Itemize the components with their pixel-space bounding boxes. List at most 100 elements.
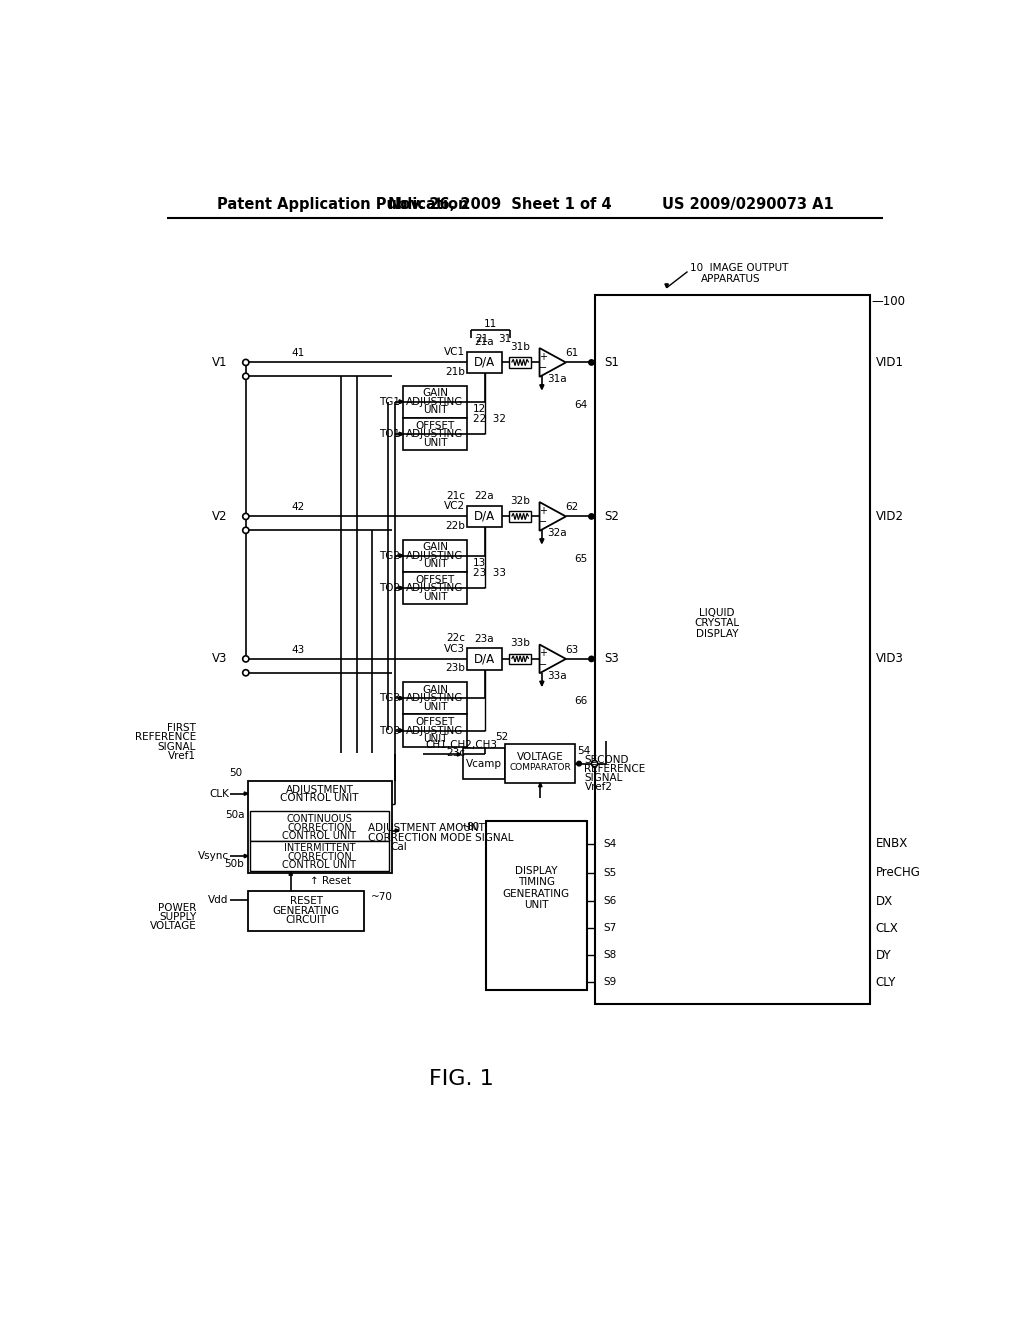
Text: 31b: 31b bbox=[510, 342, 530, 352]
Text: SIGNAL: SIGNAL bbox=[158, 742, 197, 751]
Text: FIG. 1: FIG. 1 bbox=[429, 1069, 494, 1089]
Polygon shape bbox=[399, 729, 403, 733]
Text: 80: 80 bbox=[467, 822, 480, 832]
Text: CORRECTION: CORRECTION bbox=[287, 822, 352, 833]
Bar bbox=[403, 385, 467, 418]
Text: REFERENCE: REFERENCE bbox=[135, 733, 197, 742]
Text: GAIN: GAIN bbox=[422, 388, 447, 399]
Text: UNIT: UNIT bbox=[423, 437, 447, 447]
Polygon shape bbox=[245, 792, 248, 796]
Circle shape bbox=[243, 669, 249, 676]
Text: D/A: D/A bbox=[474, 652, 495, 665]
Text: D/A: D/A bbox=[474, 510, 495, 523]
Text: TIMING: TIMING bbox=[518, 878, 555, 887]
Bar bbox=[248, 891, 365, 931]
Circle shape bbox=[243, 656, 249, 663]
Text: FIRST: FIRST bbox=[167, 723, 197, 733]
Text: TG1: TG1 bbox=[379, 397, 400, 407]
Text: 50a: 50a bbox=[224, 810, 245, 820]
Text: VC2: VC2 bbox=[444, 502, 465, 511]
Text: OFFSET: OFFSET bbox=[416, 717, 455, 727]
Text: ADJUSTING: ADJUSTING bbox=[407, 429, 464, 440]
Text: CORRECTION: CORRECTION bbox=[287, 851, 352, 862]
Text: ADJUSTMENT: ADJUSTMENT bbox=[286, 785, 353, 795]
Text: S8: S8 bbox=[604, 950, 617, 961]
Text: SUPPLY: SUPPLY bbox=[159, 912, 197, 921]
Text: SIGNAL: SIGNAL bbox=[585, 774, 623, 783]
Text: DISPLAY: DISPLAY bbox=[515, 866, 558, 875]
Text: ENBX: ENBX bbox=[876, 837, 908, 850]
Text: V2: V2 bbox=[212, 510, 227, 523]
Text: S1: S1 bbox=[604, 356, 618, 370]
Text: 32b: 32b bbox=[510, 496, 530, 506]
Text: VID3: VID3 bbox=[876, 652, 904, 665]
Circle shape bbox=[589, 656, 594, 661]
Text: UNIT: UNIT bbox=[423, 405, 447, 416]
Bar bbox=[403, 572, 467, 605]
Text: RESET: RESET bbox=[290, 896, 323, 907]
Text: CONTINUOUS: CONTINUOUS bbox=[287, 814, 352, 824]
Polygon shape bbox=[245, 854, 248, 858]
Text: 32a: 32a bbox=[547, 528, 566, 539]
Text: COMPARATOR: COMPARATOR bbox=[509, 763, 571, 772]
Text: 33a: 33a bbox=[547, 671, 566, 681]
Text: 13: 13 bbox=[473, 557, 486, 568]
Circle shape bbox=[589, 513, 594, 519]
Text: Nov. 26, 2009  Sheet 1 of 4: Nov. 26, 2009 Sheet 1 of 4 bbox=[388, 197, 611, 213]
Text: UNIT: UNIT bbox=[423, 702, 447, 711]
Text: S2: S2 bbox=[604, 510, 618, 523]
Text: 22c: 22c bbox=[446, 634, 465, 643]
Text: CONTROL UNIT: CONTROL UNIT bbox=[283, 832, 356, 841]
Text: 54: 54 bbox=[578, 746, 591, 755]
Text: 52: 52 bbox=[495, 731, 508, 742]
Circle shape bbox=[243, 359, 249, 366]
Text: 10  IMAGE OUTPUT: 10 IMAGE OUTPUT bbox=[690, 263, 788, 273]
Bar bbox=[403, 418, 467, 450]
Circle shape bbox=[243, 527, 249, 533]
Polygon shape bbox=[289, 871, 293, 875]
Text: CONTROL UNIT: CONTROL UNIT bbox=[283, 861, 356, 870]
Text: APPARATUS: APPARATUS bbox=[700, 273, 761, 284]
Text: S6: S6 bbox=[604, 896, 617, 907]
Text: +: + bbox=[540, 648, 548, 659]
Text: Cal: Cal bbox=[390, 842, 407, 851]
Text: 42: 42 bbox=[292, 502, 305, 512]
Text: VOLTAGE: VOLTAGE bbox=[517, 752, 563, 763]
Text: TG3: TG3 bbox=[379, 693, 400, 704]
Text: Vsync: Vsync bbox=[198, 851, 228, 861]
Circle shape bbox=[577, 762, 582, 766]
Text: CONTROL UNIT: CONTROL UNIT bbox=[281, 793, 358, 804]
Text: TG2: TG2 bbox=[379, 550, 400, 561]
Text: POWER: POWER bbox=[158, 903, 197, 912]
Text: GENERATING: GENERATING bbox=[272, 906, 340, 916]
Text: CLY: CLY bbox=[876, 975, 896, 989]
Text: CH1,CH2,CH3: CH1,CH2,CH3 bbox=[425, 741, 498, 750]
Text: 11: 11 bbox=[484, 319, 498, 329]
Bar bbox=[595, 296, 869, 1003]
Text: 50: 50 bbox=[228, 768, 242, 777]
Text: REFERENCE: REFERENCE bbox=[585, 764, 646, 774]
Text: GAIN: GAIN bbox=[422, 543, 447, 552]
Circle shape bbox=[243, 374, 249, 379]
Polygon shape bbox=[399, 697, 403, 700]
Bar bbox=[509, 358, 531, 368]
Text: ADJUSTMENT AMOUNT: ADJUSTMENT AMOUNT bbox=[369, 824, 485, 833]
Polygon shape bbox=[399, 586, 403, 590]
Text: TO2: TO2 bbox=[379, 583, 400, 593]
Text: 31a: 31a bbox=[547, 375, 566, 384]
Text: ADJUSTING: ADJUSTING bbox=[407, 726, 464, 735]
Text: ADJUSTING: ADJUSTING bbox=[407, 397, 464, 407]
Text: Vref1: Vref1 bbox=[168, 751, 197, 760]
Text: DX: DX bbox=[876, 895, 893, 908]
Bar bbox=[403, 682, 467, 714]
Text: 61: 61 bbox=[565, 348, 579, 358]
Text: 62: 62 bbox=[565, 502, 579, 512]
Polygon shape bbox=[540, 348, 566, 376]
Text: 66: 66 bbox=[574, 696, 587, 706]
Circle shape bbox=[592, 760, 598, 767]
Polygon shape bbox=[540, 385, 544, 389]
Text: Vdd: Vdd bbox=[208, 895, 228, 906]
Bar bbox=[403, 714, 467, 747]
Circle shape bbox=[243, 513, 249, 520]
Text: S4: S4 bbox=[604, 838, 617, 849]
